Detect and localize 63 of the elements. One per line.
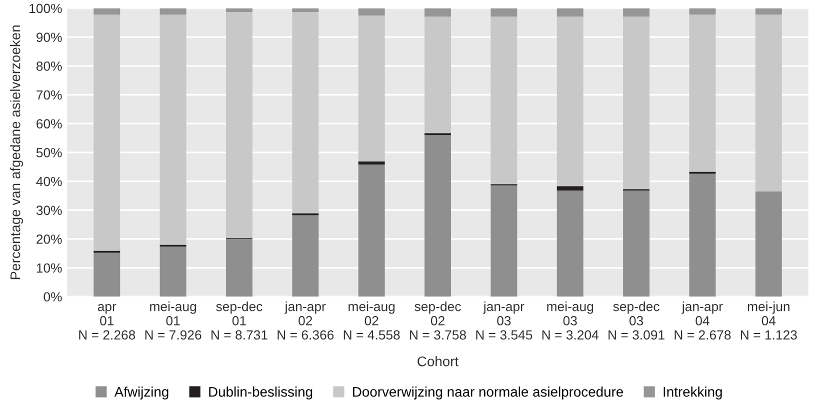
x-tick-label: mei-jun 04 N = 1.123 [740,302,797,340]
bar [424,16,451,134]
bar [94,8,120,15]
bar [358,161,385,165]
y-tick-label: 10% [36,263,62,273]
bar [490,8,518,17]
bar [358,164,385,297]
y-tick-label: 30% [36,206,62,216]
bar [94,252,120,297]
y-tick-label: 70% [36,90,62,100]
x-tick-label: mei-aug 02 N = 4.558 [344,302,400,340]
bar [358,8,385,16]
y-tick-label: 50% [36,148,62,158]
y-tick-label: 40% [36,176,62,186]
legend-label: Doorverwijzing naar normale asielprocedure [353,386,624,400]
bar [623,16,650,190]
bar [490,185,518,297]
bar [755,8,782,15]
y-tick-label: 80% [36,61,62,71]
bar [424,8,451,17]
bar [755,14,782,192]
bar [160,8,186,15]
bar [160,14,186,245]
bar [556,8,584,17]
legend-label: Dublin-beslissing [209,386,312,400]
y-tick-label: 100% [30,4,62,14]
bar [292,215,319,297]
bar [689,174,716,297]
x-tick-label: sep-dec 03 N = 3.091 [608,302,664,340]
x-axis-title: Cohort [418,356,458,366]
bar [226,8,252,12]
bar [689,8,716,15]
y-tick-label: 60% [36,119,62,129]
x-tick-label: jan-apr 04 N = 2.678 [674,302,731,340]
bar [556,16,584,186]
bar [160,246,186,297]
bar [556,186,584,191]
legend-label: Afwijzing [114,386,168,400]
bar [755,191,782,297]
bar [424,135,451,297]
bar [689,14,716,172]
x-tick-label: sep-dec 01 N = 8.731 [212,302,268,340]
x-tick-label: mei-aug 01 N = 7.926 [145,302,202,340]
y-axis-title: Percentage van afgedane asielverzoeken [10,26,23,280]
bar [226,238,252,297]
x-tick-label: jan-apr 03 N = 3.545 [476,302,532,340]
bar [623,190,650,297]
y-tick-label: 0% [44,292,62,302]
bar [556,190,584,297]
bar [226,12,252,238]
bar [292,12,319,214]
x-tick-label: jan-apr 02 N = 6.366 [278,302,334,340]
x-tick-label: apr 01 N = 2.268 [79,304,136,340]
bar [292,8,319,12]
bar [94,14,120,251]
bar [623,8,650,17]
legend-label: Intrekking [664,386,722,400]
bar [490,16,518,184]
x-tick-label: sep-dec 02 N = 3.758 [410,302,466,340]
y-tick-label: 90% [36,32,62,42]
bar [358,15,385,162]
x-tick-label: mei-aug 03 N = 3.204 [542,302,599,340]
y-tick-label: 20% [36,234,62,244]
